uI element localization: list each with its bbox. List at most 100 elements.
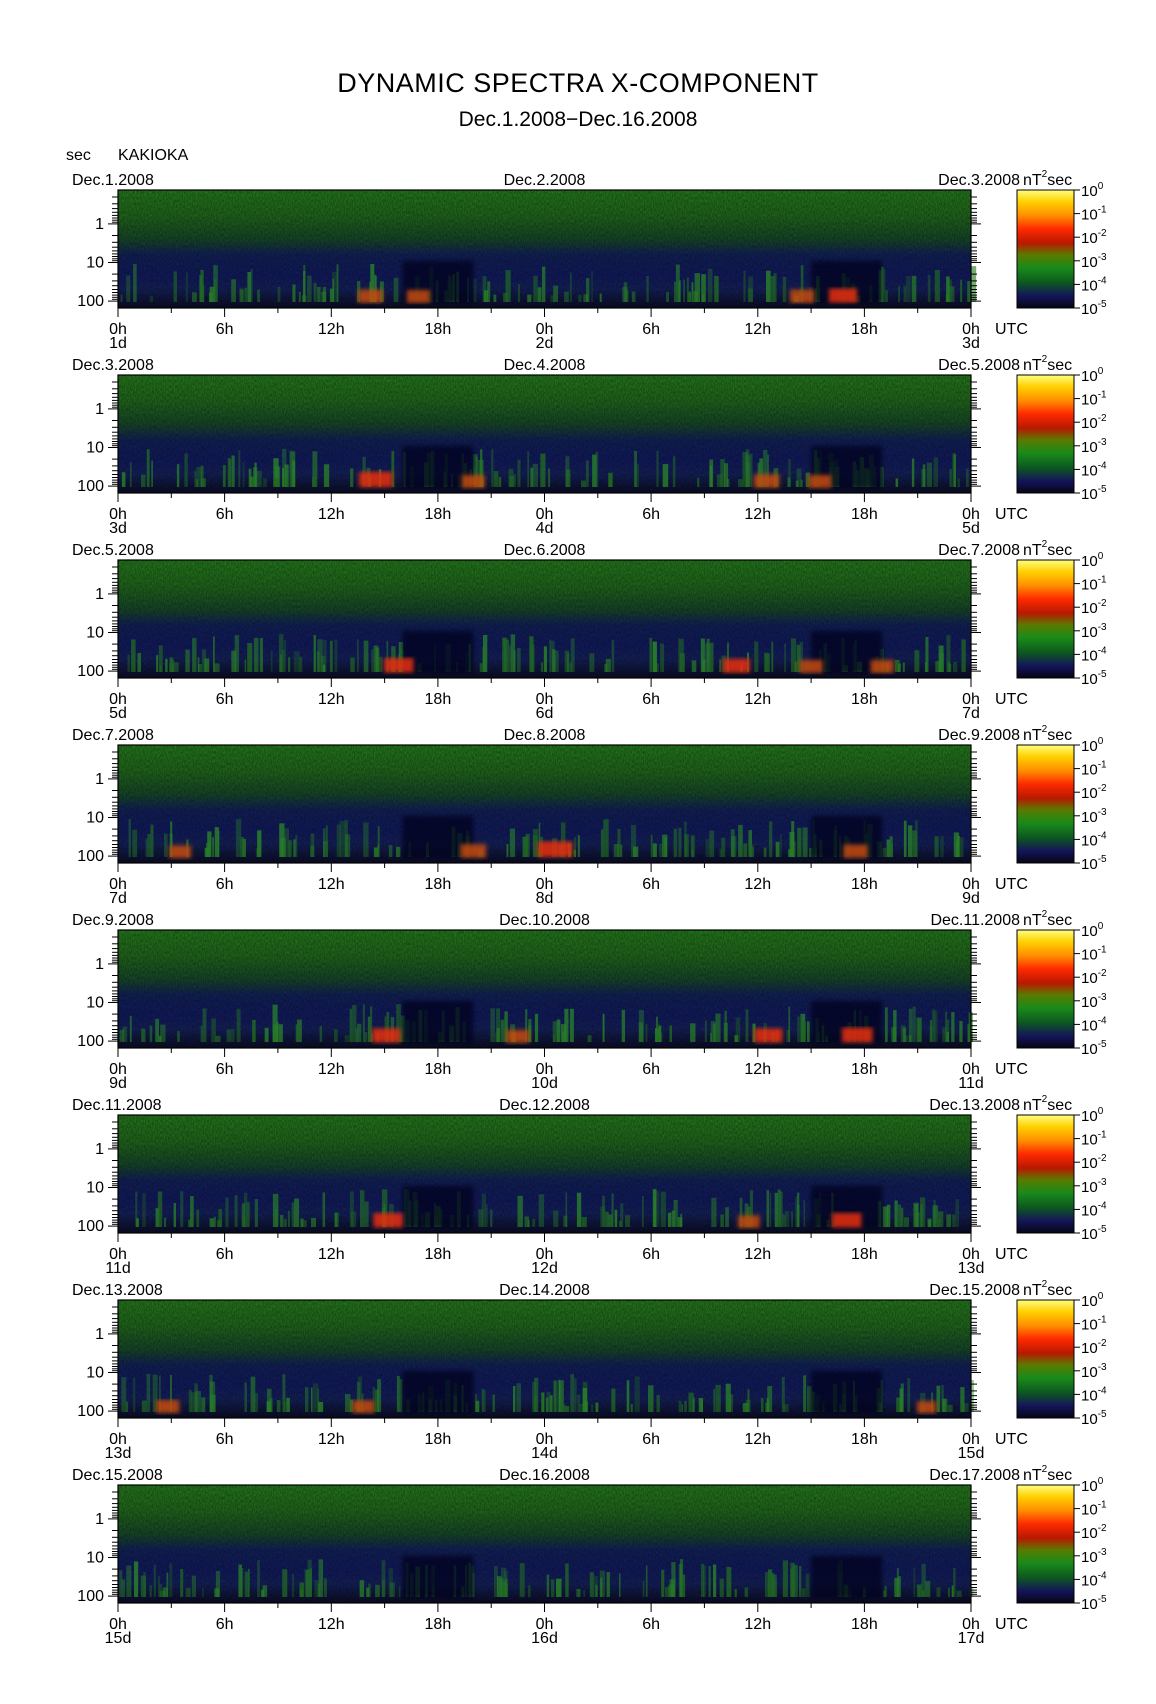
activity-streak [795,1196,798,1227]
activity-streak [214,279,217,302]
activity-streak [941,1384,944,1412]
x-tick-label: 0h [962,506,980,523]
power-event [808,475,832,488]
activity-streak [210,1394,216,1412]
activity-streak [662,834,668,857]
y-minor-ticks [108,751,981,857]
activity-streak [332,272,337,302]
activity-streak [805,1573,810,1597]
activity-streak [293,651,300,672]
activity-streak [963,1403,969,1412]
date-left-label: Dec.7.2008 [72,727,154,744]
y-unit-label: sec [66,147,91,164]
power-event [754,1028,783,1043]
activity-streak [222,465,226,487]
activity-streak [200,1025,203,1042]
activity-streak [180,1191,184,1227]
activity-streak [680,1213,682,1227]
activity-streak [528,1025,531,1042]
activity-streak [152,1374,158,1412]
activity-streak [284,464,289,487]
activity-streak [236,1008,241,1042]
activity-streak [634,451,637,487]
activity-streak [558,1380,564,1412]
power-events [358,288,858,303]
activity-streak [386,1012,390,1042]
activity-streak [363,640,369,672]
activity-streak [192,638,197,672]
activity-streak [605,658,611,672]
activity-streak [247,643,253,672]
activity-streak [690,835,695,857]
activity-streak [928,1219,932,1227]
activity-streak [589,653,595,672]
colorbar-tick-label: 10-3 [1081,252,1107,271]
x-tick-label: 0h [109,1246,127,1263]
colorbar-tick-label: 10-2 [1081,1523,1107,1542]
activity-streak [734,1589,737,1597]
colorbar-gradient [1016,189,1075,309]
activity-streak [738,824,743,857]
activity-streak [527,1585,531,1597]
activity-streak [155,1018,159,1042]
activity-streak [934,836,939,857]
activity-streak [185,272,188,302]
x-tick-label: 6h [216,506,234,523]
activity-streak [893,1010,897,1042]
activity-streak [377,1379,382,1412]
activity-streak [522,836,528,857]
x-tick-label: 0h [962,1616,980,1633]
y-tick-label: 1 [95,401,104,418]
activity-streak [913,1567,916,1597]
activity-streak [786,1030,790,1042]
activity-streak [533,1396,538,1412]
activity-streak [884,1585,887,1597]
activity-streak [667,1212,672,1227]
activity-streak [155,1208,160,1227]
activity-streak [747,1389,750,1412]
activity-streak [675,264,680,302]
activity-streak [595,451,599,487]
activity-streak [949,286,955,302]
activity-streak [553,1380,557,1412]
activity-streak [797,1192,800,1227]
x-tick-label: 18h [425,321,452,338]
activity-streak [763,449,768,487]
activity-streak [298,656,303,672]
activity-streak [482,1389,486,1412]
activity-streak [583,294,589,302]
activity-streak [131,639,136,672]
activity-streak [166,1572,169,1597]
x-tick-label: 6h [642,1431,660,1448]
activity-streak [170,821,173,857]
activity-streak [656,450,659,487]
activity-streak [546,1392,551,1412]
activity-streak [882,1206,888,1227]
colorbar-tick-label: 10-4 [1081,1385,1107,1404]
activity-streak [317,287,321,302]
activity-streak [576,1589,581,1597]
activity-streak [344,820,348,857]
activity-streak [170,1375,172,1412]
activity-streak [920,1197,926,1227]
activity-streak [577,1394,581,1412]
spectrogram-panel: 1 10 100 0h 6h 12h 18h 0h 6h 12h 18h 0h UTC 9d 10d 11d D… [72,909,1107,1092]
activity-streak [700,638,705,672]
activity-streak [542,266,546,302]
activity-streak [787,477,791,487]
x-tick-label: 18h [425,506,452,523]
x-tick-label: 12h [318,1061,345,1078]
activity-streak [282,1569,288,1597]
y-tick-label: 10 [86,254,104,271]
activity-streak [926,462,932,487]
activity-streak [323,464,330,487]
activity-streak [241,1203,246,1227]
colorbar-gradient [1016,1484,1075,1604]
x-ticks [117,863,972,872]
date-right-label: Dec.15.2008 [929,1282,1020,1299]
activity-streak [307,275,312,302]
activity-streak [769,1193,772,1227]
activity-streak [895,478,899,487]
activity-streak [500,1019,505,1042]
activity-streak [573,849,576,857]
